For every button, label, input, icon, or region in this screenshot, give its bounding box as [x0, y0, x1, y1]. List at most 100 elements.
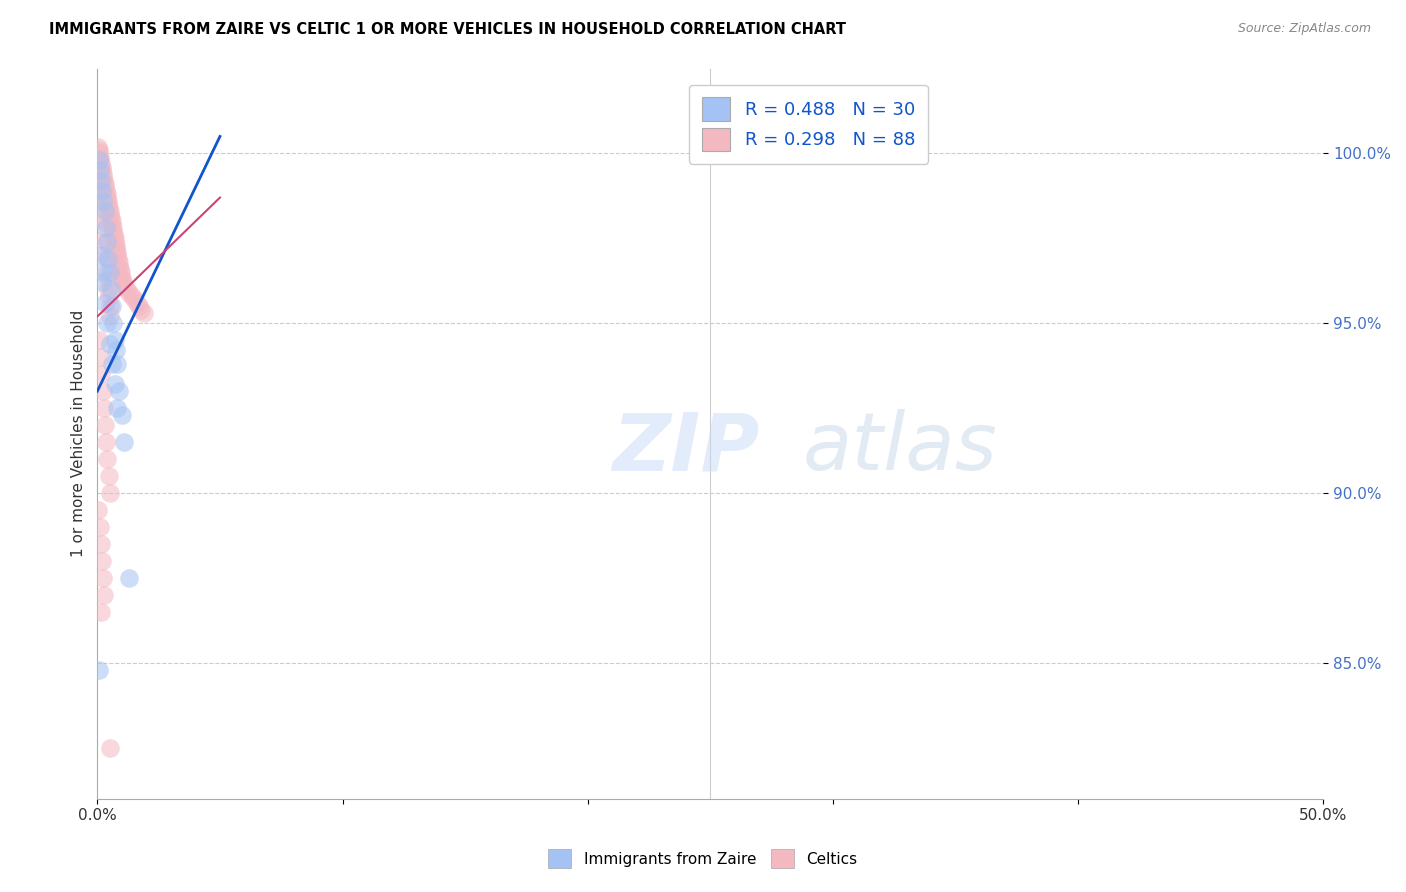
Point — [103, 231, 125, 245]
Point — [89, 150, 111, 164]
Point — [90, 537, 112, 551]
Point — [90, 184, 112, 198]
Point — [96, 252, 118, 266]
Point — [101, 221, 124, 235]
Point — [98, 486, 121, 500]
Point — [94, 221, 117, 235]
Point — [89, 173, 111, 187]
Point — [128, 299, 150, 313]
Point — [103, 227, 125, 242]
Point — [98, 299, 121, 313]
Point — [89, 163, 111, 178]
Point — [121, 289, 143, 303]
Point — [97, 272, 120, 286]
Point — [87, 143, 110, 157]
Point — [103, 377, 125, 392]
Point — [90, 605, 112, 619]
Point — [110, 265, 132, 279]
Point — [101, 299, 124, 313]
Point — [96, 191, 118, 205]
Point — [98, 336, 121, 351]
Point — [112, 435, 135, 450]
Point — [94, 235, 117, 249]
Point — [90, 368, 112, 382]
Point — [89, 520, 111, 534]
Point — [104, 343, 127, 358]
Point — [125, 296, 148, 310]
Point — [89, 350, 111, 364]
Point — [100, 214, 122, 228]
Point — [91, 197, 114, 211]
Point — [101, 357, 124, 371]
Point — [115, 282, 138, 296]
Point — [111, 408, 134, 422]
Point — [108, 259, 131, 273]
Point — [108, 255, 131, 269]
Point — [93, 173, 115, 187]
Text: IMMIGRANTS FROM ZAIRE VS CELTIC 1 OR MORE VEHICLES IN HOUSEHOLD CORRELATION CHAR: IMMIGRANTS FROM ZAIRE VS CELTIC 1 OR MOR… — [49, 22, 846, 37]
Point — [90, 173, 112, 187]
Point — [87, 503, 110, 517]
Point — [112, 279, 135, 293]
Point — [108, 384, 131, 399]
Point — [87, 663, 110, 677]
Point — [97, 197, 120, 211]
Point — [97, 469, 120, 483]
Point — [93, 214, 115, 228]
Point — [105, 401, 128, 416]
Point — [103, 225, 125, 239]
Point — [122, 293, 145, 307]
Point — [98, 310, 121, 324]
Point — [91, 554, 114, 568]
Point — [98, 740, 121, 755]
Point — [93, 231, 115, 245]
Point — [91, 184, 114, 198]
Point — [89, 153, 111, 168]
Point — [93, 296, 115, 310]
Point — [94, 418, 117, 433]
Point — [105, 242, 128, 256]
Point — [90, 248, 112, 262]
Point — [104, 238, 127, 252]
Legend: Immigrants from Zaire, Celtics: Immigrants from Zaire, Celtics — [541, 841, 865, 875]
Point — [107, 248, 129, 262]
Point — [132, 306, 155, 320]
Point — [93, 194, 115, 208]
Point — [105, 244, 128, 259]
Point — [97, 252, 120, 266]
Point — [103, 333, 125, 347]
Point — [96, 235, 118, 249]
Point — [94, 180, 117, 194]
Text: Source: ZipAtlas.com: Source: ZipAtlas.com — [1237, 22, 1371, 36]
Point — [96, 316, 118, 330]
Point — [93, 265, 115, 279]
Point — [93, 588, 115, 602]
Point — [90, 180, 112, 194]
Point — [108, 261, 131, 276]
Point — [90, 156, 112, 170]
Point — [89, 146, 111, 161]
Point — [91, 163, 114, 178]
Point — [98, 289, 121, 303]
Point — [93, 177, 115, 191]
Point — [91, 571, 114, 585]
Point — [97, 194, 120, 208]
Point — [98, 201, 121, 215]
Point — [91, 384, 114, 399]
Point — [103, 316, 125, 330]
Point — [91, 167, 114, 181]
Point — [100, 211, 122, 225]
Point — [96, 452, 118, 467]
Point — [100, 282, 122, 296]
Point — [93, 401, 115, 416]
Point — [96, 187, 118, 202]
Point — [118, 285, 141, 300]
Point — [94, 184, 117, 198]
Point — [98, 265, 121, 279]
Point — [110, 268, 132, 283]
Point — [91, 197, 114, 211]
Legend: R = 0.488   N = 30, R = 0.298   N = 88: R = 0.488 N = 30, R = 0.298 N = 88 — [689, 85, 928, 164]
Point — [97, 282, 120, 296]
Point — [87, 153, 110, 168]
Point — [101, 218, 124, 232]
